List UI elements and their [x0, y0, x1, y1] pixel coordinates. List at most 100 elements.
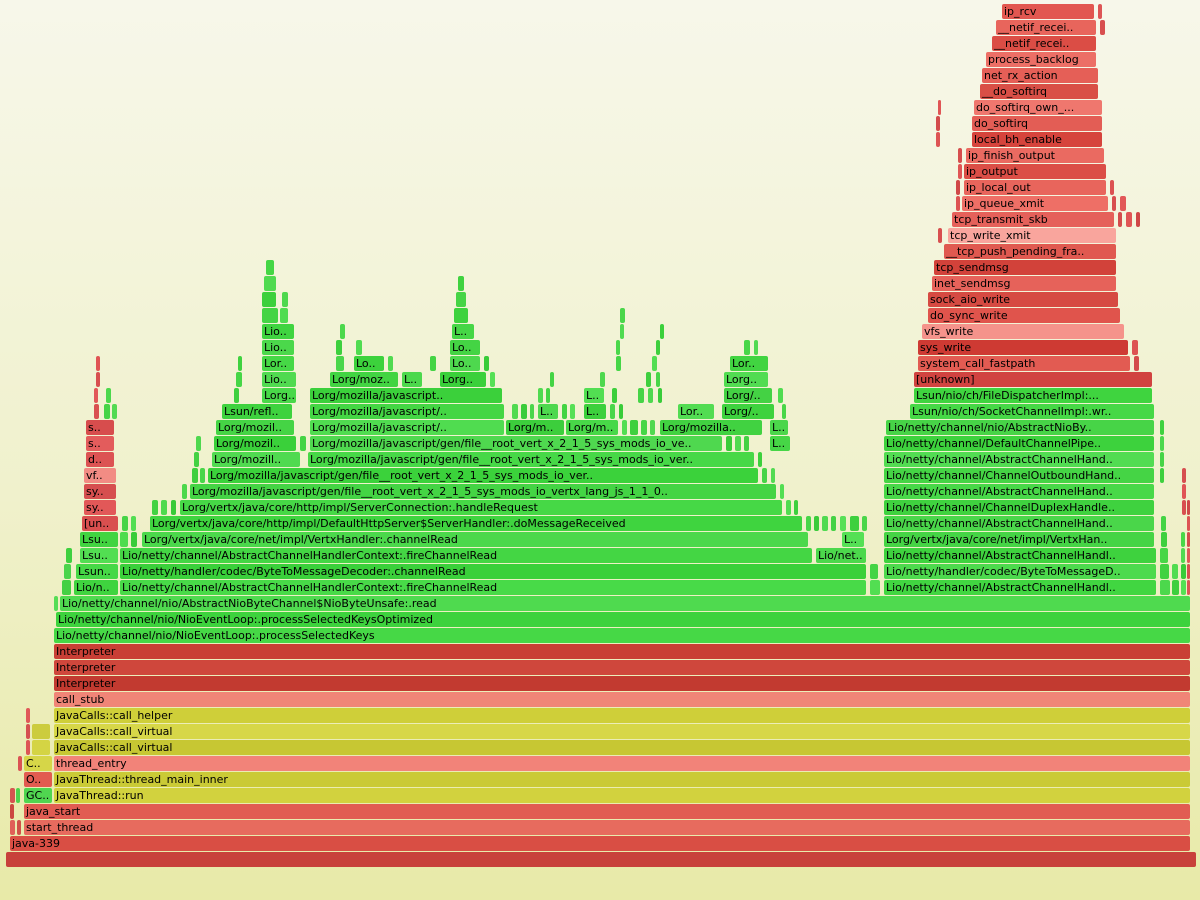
flame-frame[interactable]: [430, 356, 436, 371]
flame-frame[interactable]: [336, 356, 344, 371]
flame-frame[interactable]: __netif_recei..: [996, 20, 1096, 35]
flame-frame[interactable]: [620, 324, 624, 339]
flame-frame[interactable]: Lorg..: [262, 388, 296, 403]
flame-frame[interactable]: Lorg/mozill..: [212, 452, 300, 467]
flame-frame[interactable]: ip_output: [964, 164, 1106, 179]
flame-frame[interactable]: [96, 356, 100, 371]
flame-frame[interactable]: [131, 516, 136, 531]
flame-frame[interactable]: Lio/netty/channel/AbstractChannelHandler…: [120, 548, 812, 563]
flame-frame[interactable]: [1182, 500, 1186, 515]
flame-frame[interactable]: [806, 516, 811, 531]
flame-frame[interactable]: ip_finish_output: [966, 148, 1104, 163]
flame-frame[interactable]: [1160, 436, 1164, 451]
flame-frame[interactable]: [620, 308, 625, 323]
flame-frame[interactable]: do_softirq: [972, 116, 1102, 131]
flame-frame[interactable]: [780, 484, 784, 499]
flame-frame[interactable]: [546, 388, 550, 403]
flame-frame[interactable]: [744, 436, 749, 451]
flame-frame[interactable]: [16, 788, 20, 803]
flame-frame[interactable]: Lorg/vertx/java/core/http/impl/DefaultHt…: [150, 516, 802, 531]
flame-frame[interactable]: Lsun/nio/ch/FileDispatcherImpl:...: [914, 388, 1152, 403]
flame-frame[interactable]: [814, 516, 819, 531]
flame-frame[interactable]: [1160, 548, 1168, 563]
flame-frame[interactable]: [648, 388, 653, 403]
flame-frame[interactable]: [300, 436, 306, 451]
flame-frame[interactable]: Lorg/mozil..: [216, 420, 294, 435]
flame-frame[interactable]: d..: [86, 452, 114, 467]
flame-frame[interactable]: [62, 580, 71, 595]
flame-frame[interactable]: do_sync_write: [928, 308, 1120, 323]
flame-frame[interactable]: Lor..: [262, 356, 294, 371]
flame-frame[interactable]: call_stub: [54, 692, 1190, 707]
flame-frame[interactable]: Lsun/refl..: [222, 404, 292, 419]
flame-frame[interactable]: [112, 404, 117, 419]
flame-frame[interactable]: Lio/netty/channel/nio/AbstractNioBy..: [886, 420, 1154, 435]
flame-frame[interactable]: Lorg/..: [722, 404, 774, 419]
flame-frame[interactable]: [1098, 4, 1102, 19]
flame-frame[interactable]: Lsu..: [80, 548, 118, 563]
flame-frame[interactable]: Lio/netty/channel/AbstractChannelHand..: [884, 484, 1154, 499]
flame-frame[interactable]: [484, 356, 489, 371]
flame-frame[interactable]: [762, 468, 767, 483]
flame-frame[interactable]: Lio..: [262, 324, 294, 339]
flame-frame[interactable]: [182, 484, 187, 499]
flame-frame[interactable]: [616, 356, 621, 371]
flame-frame[interactable]: [unknown]: [914, 372, 1152, 387]
flame-frame[interactable]: JavaThread::thread_main_inner: [54, 772, 1190, 787]
flame-frame[interactable]: net_rx_action: [982, 68, 1098, 83]
flame-frame[interactable]: Lo..: [450, 356, 480, 371]
flame-frame[interactable]: Lorg/mozilla..: [660, 420, 762, 435]
flame-frame[interactable]: vfs_write: [922, 324, 1124, 339]
flame-frame[interactable]: [870, 580, 880, 595]
flame-frame[interactable]: [340, 324, 345, 339]
flame-frame[interactable]: [1161, 516, 1166, 531]
flame-frame[interactable]: [238, 356, 242, 371]
flame-frame[interactable]: sy..: [84, 484, 116, 499]
flame-frame[interactable]: inet_sendmsg: [932, 276, 1116, 291]
flame-frame[interactable]: Lorg/m..: [566, 420, 618, 435]
flame-frame[interactable]: ip_local_out: [964, 180, 1106, 195]
flame-frame[interactable]: [1181, 532, 1185, 547]
flame-frame[interactable]: [956, 196, 960, 211]
flame-frame[interactable]: Lorg/mozilla/javascript..: [310, 388, 502, 403]
flame-frame[interactable]: [822, 516, 828, 531]
flame-frame[interactable]: [652, 356, 657, 371]
flame-frame[interactable]: [1161, 532, 1167, 547]
flame-frame[interactable]: [26, 708, 30, 723]
flame-frame[interactable]: [1187, 532, 1190, 547]
flame-frame[interactable]: [1132, 340, 1138, 355]
flame-frame[interactable]: [512, 404, 518, 419]
flame-frame[interactable]: Lio/netty/channel/AbstractChannelHandl..: [884, 548, 1156, 563]
flame-frame[interactable]: [1181, 564, 1186, 579]
flame-frame[interactable]: Lio/net..: [816, 548, 866, 563]
flame-frame[interactable]: [638, 388, 644, 403]
flame-frame[interactable]: [32, 724, 50, 739]
flame-frame[interactable]: Interpreter: [54, 660, 1190, 675]
flame-frame[interactable]: sock_aio_write: [928, 292, 1118, 307]
flame-frame[interactable]: JavaCalls::call_virtual: [54, 740, 1190, 755]
flame-frame[interactable]: [236, 372, 242, 387]
flame-frame[interactable]: [771, 468, 775, 483]
flame-frame[interactable]: Lio/n..: [74, 580, 118, 595]
flame-frame[interactable]: Interpreter: [54, 644, 1190, 659]
flame-frame[interactable]: [152, 500, 158, 515]
flame-frame[interactable]: [630, 420, 638, 435]
flame-frame[interactable]: [280, 308, 288, 323]
flame-frame[interactable]: tcp_transmit_skb: [952, 212, 1114, 227]
flame-frame[interactable]: [656, 340, 660, 355]
flame-frame[interactable]: L..: [452, 324, 474, 339]
flame-frame[interactable]: Lorg/mozilla/javascript/gen/file__root_v…: [308, 452, 754, 467]
flame-frame[interactable]: [936, 116, 940, 131]
flame-frame[interactable]: L..: [770, 436, 790, 451]
flame-frame[interactable]: [10, 820, 15, 835]
flame-frame[interactable]: Lorg/mozil..: [214, 436, 296, 451]
flame-frame[interactable]: [1160, 564, 1169, 579]
flame-frame[interactable]: [32, 740, 50, 755]
flame-frame[interactable]: [122, 516, 128, 531]
flame-frame[interactable]: [1182, 484, 1186, 499]
flame-frame[interactable]: [10, 804, 14, 819]
flame-frame[interactable]: [262, 292, 276, 307]
flame-frame[interactable]: [786, 500, 791, 515]
flame-frame[interactable]: [1172, 580, 1179, 595]
flame-frame[interactable]: [831, 516, 836, 531]
